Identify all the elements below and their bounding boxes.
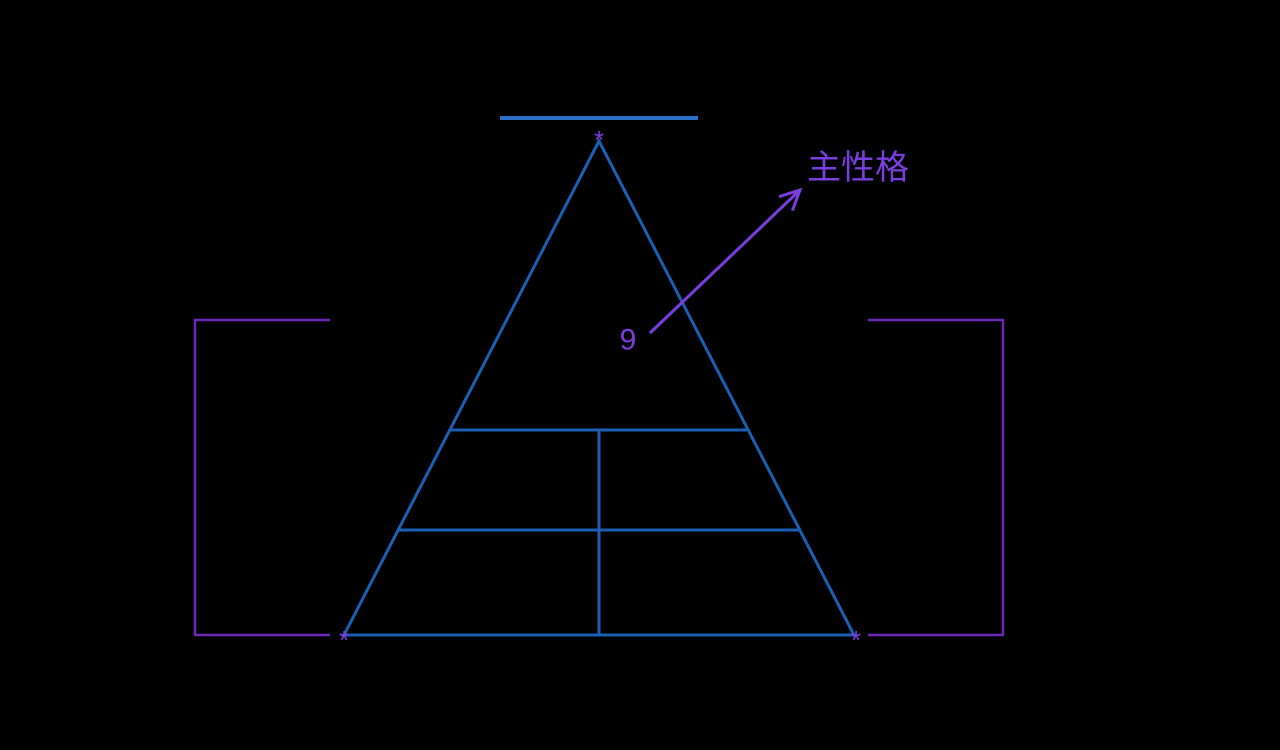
- arrow-shaft: [650, 190, 800, 333]
- left-bracket: [195, 320, 330, 635]
- annotation-label: 主性格: [807, 149, 909, 187]
- number-label: 9: [620, 324, 637, 357]
- star-marker: *: [851, 625, 861, 655]
- star-marker: *: [339, 625, 349, 655]
- star-marker: *: [594, 125, 604, 155]
- diagram-canvas: * * * 9 主性格: [0, 0, 1280, 750]
- right-bracket: [868, 320, 1003, 635]
